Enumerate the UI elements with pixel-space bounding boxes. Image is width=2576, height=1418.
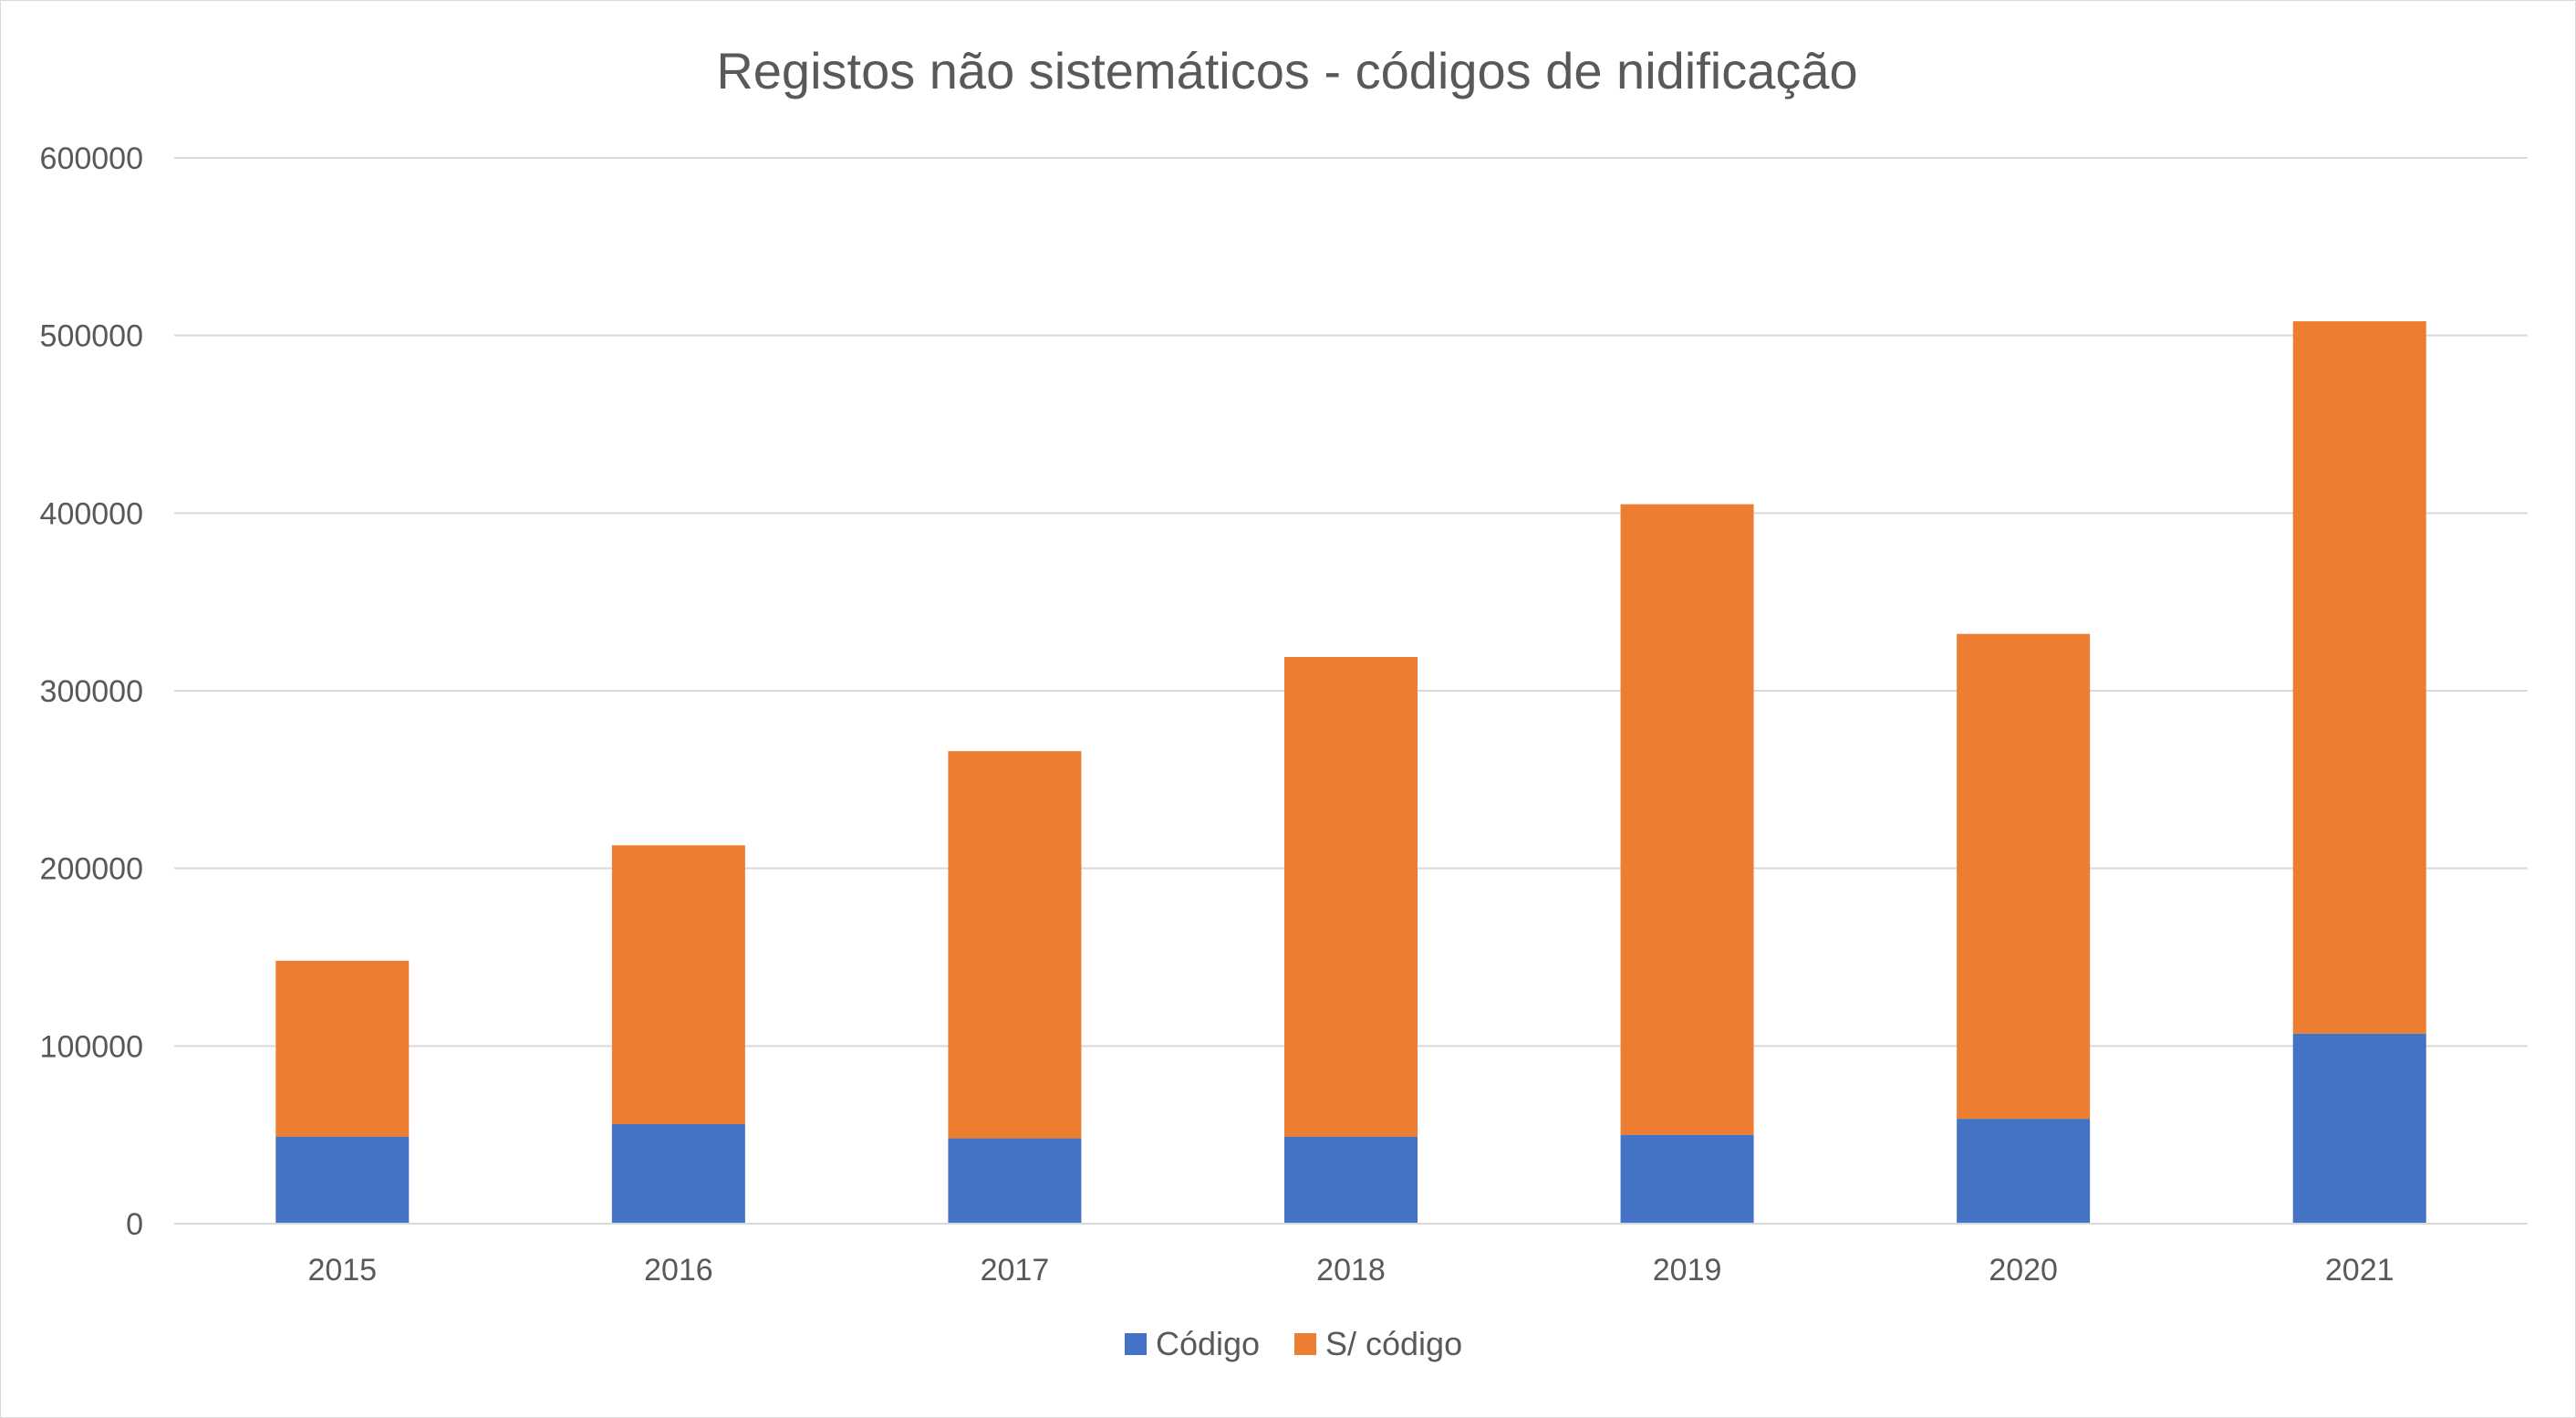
y-tick-label: 400000 bbox=[40, 496, 143, 531]
bar-codigo-2021 bbox=[2292, 1033, 2426, 1224]
x-axis-ticks: 2015 2016 2017 2018 2019 2020 2021 bbox=[307, 1253, 2394, 1288]
y-axis-ticks: 0 100000 200000 300000 400000 500000 600000 bbox=[40, 141, 143, 1242]
bar-codigo-2020 bbox=[1957, 1119, 2091, 1224]
bar-codigo-2018 bbox=[1284, 1136, 1418, 1224]
legend-swatch bbox=[1294, 1333, 1316, 1355]
bar-s-codigo-2020 bbox=[1957, 633, 2091, 1120]
bar-codigo-2019 bbox=[1620, 1134, 1754, 1224]
x-tick-label: 2015 bbox=[307, 1253, 377, 1288]
y-tick-label: 300000 bbox=[40, 674, 143, 709]
x-tick-label: 2016 bbox=[644, 1253, 713, 1288]
legend-swatch bbox=[1125, 1333, 1147, 1355]
bar-codigo-2017 bbox=[948, 1138, 1082, 1224]
y-tick-label: 500000 bbox=[40, 319, 143, 354]
chart-title: Registos não sistemáticos - códigos de n… bbox=[716, 42, 1857, 99]
bar-s-codigo-2021 bbox=[2292, 321, 2426, 1034]
x-tick-label: 2021 bbox=[2325, 1253, 2394, 1288]
bar-s-codigo-2018 bbox=[1284, 657, 1418, 1137]
legend-label: Código bbox=[1156, 1325, 1260, 1362]
bar-codigo-2015 bbox=[275, 1136, 410, 1224]
bar-s-codigo-2016 bbox=[611, 845, 745, 1124]
legend: Código S/ código bbox=[1125, 1325, 1462, 1362]
x-tick-label: 2020 bbox=[1989, 1253, 2058, 1288]
bar-s-codigo-2015 bbox=[275, 960, 410, 1137]
bar-s-codigo-2017 bbox=[948, 751, 1082, 1139]
y-tick-label: 100000 bbox=[40, 1029, 143, 1064]
x-tick-label: 2017 bbox=[981, 1253, 1050, 1288]
x-tick-label: 2018 bbox=[1316, 1253, 1386, 1288]
bar-s-codigo-2019 bbox=[1620, 504, 1754, 1135]
legend-label: S/ código bbox=[1325, 1325, 1462, 1362]
y-tick-label: 200000 bbox=[40, 852, 143, 887]
bar-codigo-2016 bbox=[611, 1123, 745, 1224]
y-tick-label: 0 bbox=[126, 1207, 143, 1242]
x-tick-label: 2019 bbox=[1653, 1253, 1722, 1288]
bars bbox=[275, 321, 2426, 1224]
y-tick-label: 600000 bbox=[40, 141, 143, 176]
